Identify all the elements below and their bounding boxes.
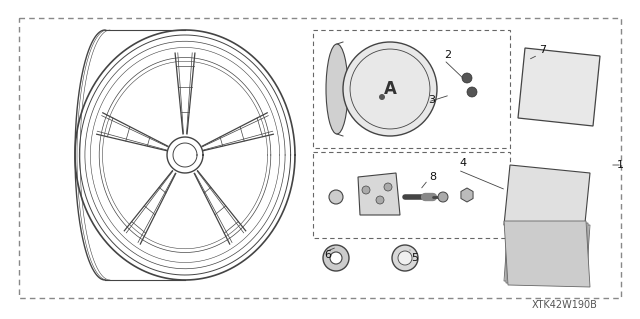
Circle shape: [329, 190, 343, 204]
Circle shape: [467, 87, 477, 97]
Circle shape: [462, 73, 472, 83]
Circle shape: [330, 252, 342, 264]
Text: A: A: [383, 80, 396, 98]
Circle shape: [343, 42, 437, 136]
Circle shape: [384, 183, 392, 191]
Circle shape: [323, 245, 349, 271]
Text: 1: 1: [616, 160, 623, 170]
Circle shape: [379, 94, 385, 100]
Text: 6: 6: [324, 250, 332, 260]
Circle shape: [376, 196, 384, 204]
Polygon shape: [504, 165, 590, 233]
Polygon shape: [358, 173, 400, 215]
Text: 8: 8: [429, 172, 436, 182]
Polygon shape: [518, 48, 600, 126]
Text: XTK42W190B: XTK42W190B: [532, 300, 598, 310]
Polygon shape: [506, 223, 588, 285]
Text: 4: 4: [460, 158, 467, 168]
Text: 5: 5: [412, 253, 419, 263]
Circle shape: [398, 251, 412, 265]
Polygon shape: [504, 221, 590, 287]
Bar: [19, 18, 621, 298]
Bar: [313, 30, 510, 148]
Ellipse shape: [326, 44, 348, 134]
Circle shape: [362, 186, 370, 194]
Bar: [313, 152, 510, 238]
Circle shape: [438, 192, 448, 202]
Circle shape: [392, 245, 418, 271]
Text: 7: 7: [540, 45, 547, 55]
Polygon shape: [504, 225, 590, 283]
Text: 3: 3: [429, 95, 435, 105]
Text: 2: 2: [444, 50, 452, 60]
